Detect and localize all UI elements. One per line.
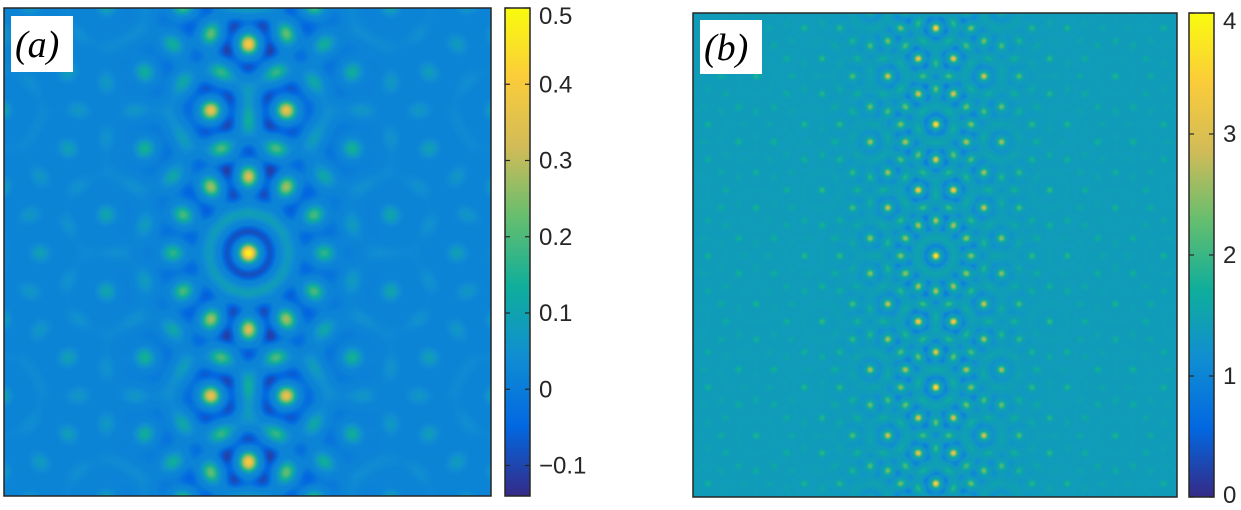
colorbar-tick-label: 0.1	[539, 300, 572, 327]
panel-label-b-box	[700, 20, 762, 74]
panel-a: (a) −0.1 0 0.1 0.2 0.3 0.4 0.5	[3, 3, 586, 497]
colorbar-a	[504, 7, 531, 497]
heatmap-a	[4, 8, 491, 496]
heatmap-b	[693, 13, 1177, 497]
heatmap-b-border	[692, 12, 1178, 498]
colorbar-tick-label: 2	[1223, 242, 1236, 269]
colorbar-b-ticks: 0 1 2 3 4	[1189, 8, 1236, 509]
colorbar-tick-label: 4	[1223, 8, 1236, 35]
colorbar-tick-label: 1	[1223, 363, 1236, 390]
panel-label-a-box	[11, 16, 73, 72]
colorbar-tick-label: 0	[539, 376, 552, 403]
colorbar-tick-label: 3	[1223, 121, 1236, 148]
colorbar-tick-label: 0.3	[539, 148, 572, 175]
panel-b: (b) 0 1 2 3 4	[692, 8, 1236, 509]
panel-label-a: (a)	[15, 24, 59, 66]
colorbar-tick-label: −0.1	[539, 453, 586, 480]
heatmap-a-border	[3, 7, 492, 497]
colorbar-tick-label: 0	[1223, 482, 1236, 509]
panel-label-b: (b)	[704, 27, 748, 69]
colorbar-tick-label: 0.2	[539, 224, 572, 251]
colorbar-tick-label: 0.4	[539, 71, 572, 98]
colorbar-tick-label: 0.5	[539, 3, 572, 30]
colorbar-a-ticks: −0.1 0 0.1 0.2 0.3 0.4 0.5	[505, 3, 586, 480]
